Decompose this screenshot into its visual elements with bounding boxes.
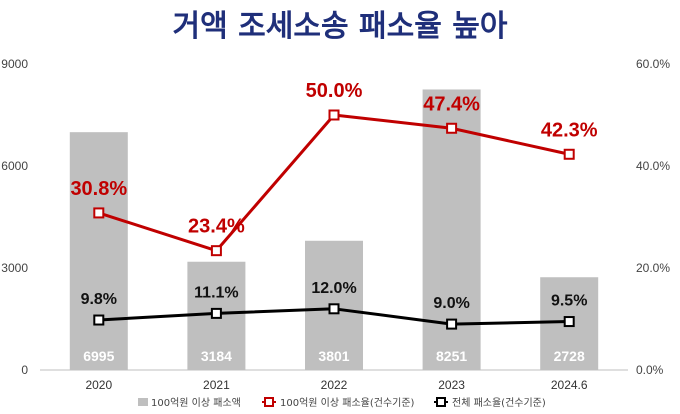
x-tick-label: 2021 bbox=[203, 378, 230, 392]
point-value-label: 47.4% bbox=[423, 93, 480, 115]
axes: 0 3000 6000 9000 0.0% 20.0% 40.0% 60.0% 2020 2021… bbox=[1, 57, 670, 392]
point-value-label: 9.8% bbox=[81, 291, 117, 308]
point-value-label: 12.0% bbox=[311, 280, 356, 297]
y-right-tick-label: 40.0% bbox=[636, 159, 670, 173]
bars: 6995 3184 3801 8251 2728 bbox=[69, 89, 599, 370]
x-tick-label: 2023 bbox=[438, 378, 465, 392]
bar-value-label: 2728 bbox=[554, 348, 585, 364]
legend-label: 전체 패소율(건수기준) bbox=[452, 397, 546, 409]
lines: 30.8% 23.4% 50.0% 47.4% 42.3% 9.8% 11.1% 12.0% 9… bbox=[70, 80, 598, 330]
y-left-tick-label: 0 bbox=[21, 363, 28, 377]
legend-swatch-marker bbox=[264, 397, 274, 407]
bar-value-label: 3184 bbox=[201, 348, 232, 364]
legend-label: 100억원 이상 패소율(건수기준) bbox=[280, 397, 415, 409]
point-marker bbox=[328, 109, 340, 121]
point-value-label: 30.8% bbox=[70, 178, 127, 200]
point-value-label: 9.0% bbox=[433, 295, 469, 312]
bar-value-label: 8251 bbox=[436, 348, 467, 364]
y-right-tick-label: 20.0% bbox=[636, 261, 670, 275]
point-value-label: 23.4% bbox=[188, 216, 245, 238]
legend-swatch-marker bbox=[436, 397, 446, 407]
legend: 100억원 이상 패소액 100억원 이상 패소율(건수기준) 전체 패소율(건수기… bbox=[138, 397, 546, 409]
chart-title: 거액 조세소송 패소율 높아 bbox=[173, 9, 508, 44]
point-marker bbox=[210, 245, 222, 257]
point-marker bbox=[446, 318, 458, 330]
bar-value-label: 3801 bbox=[318, 348, 349, 364]
point-value-label: 50.0% bbox=[306, 80, 363, 102]
y-right-tick-label: 0.0% bbox=[636, 363, 664, 377]
point-marker bbox=[563, 316, 575, 328]
point-marker bbox=[563, 148, 575, 160]
x-tick-label: 2022 bbox=[321, 378, 348, 392]
point-value-label: 9.5% bbox=[551, 293, 587, 310]
point-marker bbox=[446, 122, 458, 134]
series-line-red bbox=[98, 113, 570, 253]
bar bbox=[69, 132, 128, 370]
bar-value-label: 6995 bbox=[83, 348, 114, 364]
y-left-tick-label: 9000 bbox=[1, 57, 28, 71]
point-value-label: 42.3% bbox=[541, 119, 598, 141]
point-marker bbox=[328, 303, 340, 315]
x-tick-label: 2024.6 bbox=[551, 378, 588, 392]
y-right-tick-label: 60.0% bbox=[636, 57, 670, 71]
y-left-tick-label: 3000 bbox=[1, 261, 28, 275]
point-marker bbox=[93, 314, 105, 326]
legend-swatch-bar bbox=[138, 398, 148, 406]
point-value-label: 11.1% bbox=[194, 284, 238, 301]
y-left-tick-label: 6000 bbox=[1, 159, 28, 173]
legend-label: 100억원 이상 패소액 bbox=[151, 397, 241, 409]
point-marker bbox=[93, 207, 105, 219]
x-tick-label: 2020 bbox=[85, 378, 112, 392]
point-marker bbox=[210, 307, 222, 319]
